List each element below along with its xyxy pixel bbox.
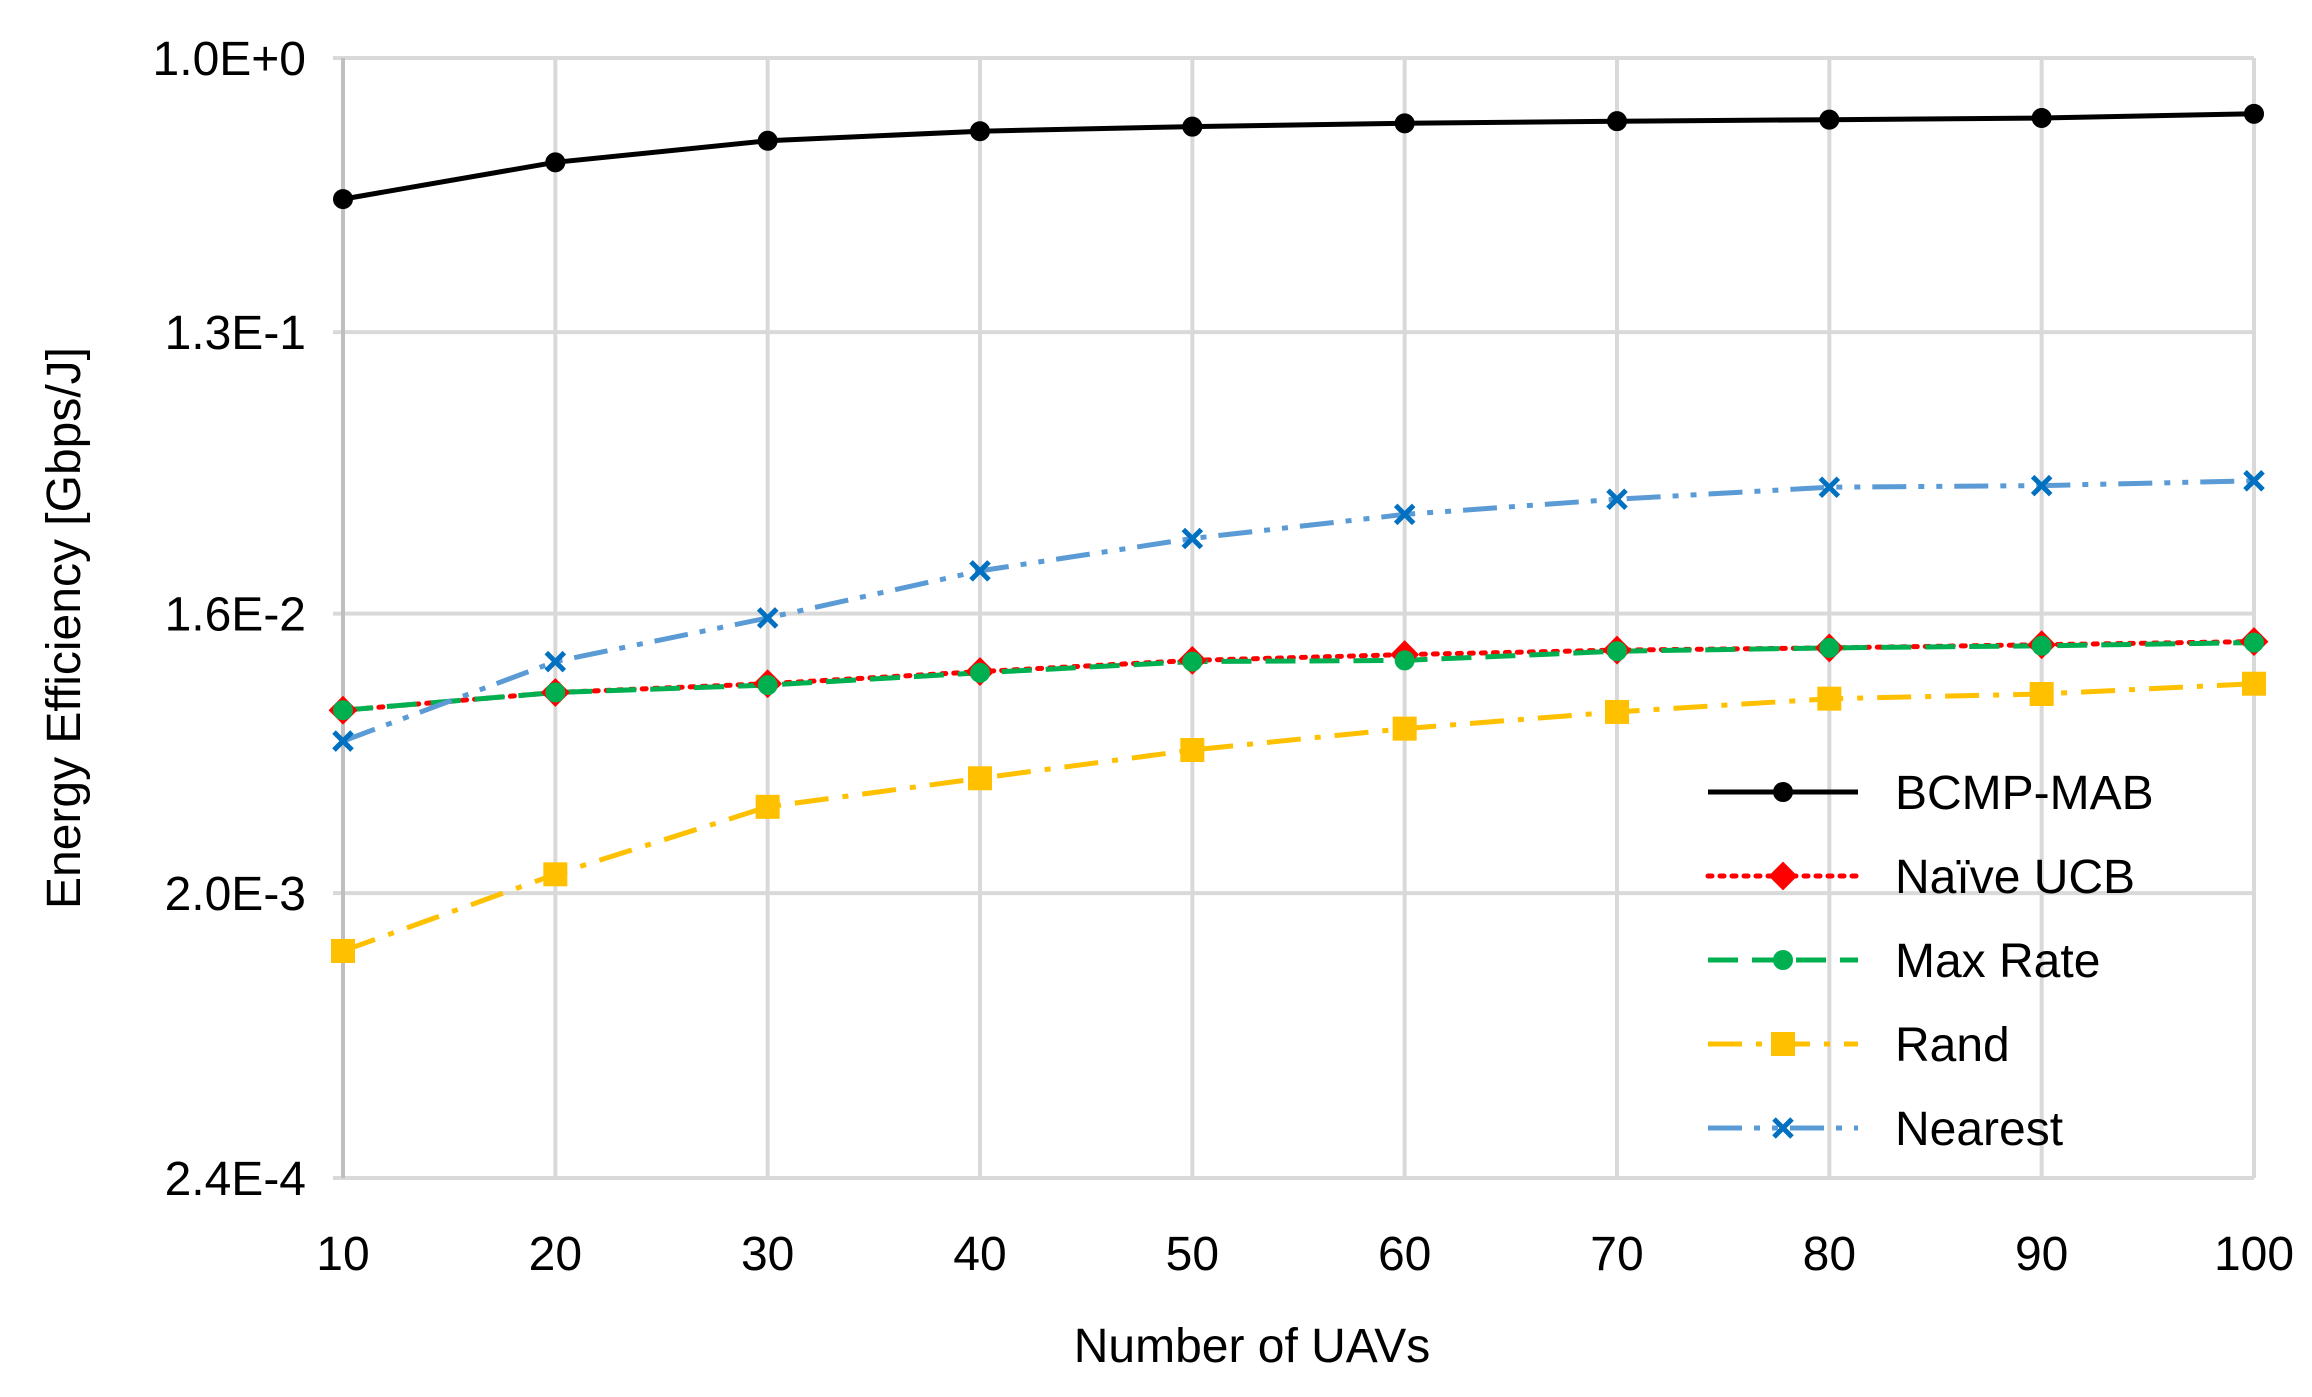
legend-marker-max-rate [1773, 950, 1793, 970]
data-point-rand [2242, 671, 2266, 696]
legend: BCMP-MAB Naïve UCB Max Rate Rand Nearest [1705, 767, 2154, 1156]
data-point-rand [1605, 699, 1629, 724]
x-tick-label: 90 [2015, 1228, 2068, 1281]
data-point-nearest [1393, 503, 1416, 526]
legend-marker-na-ve-ucb [1768, 861, 1798, 891]
data-point-rand [543, 862, 568, 887]
x-tick-label: 60 [1378, 1228, 1431, 1281]
data-point-bcmp-mab [2244, 103, 2264, 124]
data-point-max-rate [1819, 637, 1840, 658]
data-point-nearest [1606, 488, 1628, 510]
x-tick-label: 80 [1803, 1228, 1856, 1281]
vertical-gridlines [341, 58, 2256, 1178]
y-tick-label: 2.4E-4 [165, 1153, 306, 1206]
data-point-nearest [332, 730, 354, 752]
series-line-max-rate [342, 640, 2255, 713]
data-point-max-rate [757, 675, 778, 696]
y-axis-label: Energy Efficiency [Gbps/J] [38, 347, 91, 909]
data-point-rand [1817, 686, 1842, 711]
data-point-nearest [2030, 474, 2053, 497]
data-point-max-rate [545, 682, 566, 703]
data-point-bcmp-mab [1182, 116, 1203, 137]
data-point-bcmp-mab [2031, 107, 2052, 128]
data-point-max-rate [333, 700, 353, 721]
x-tick-label: 40 [953, 1228, 1006, 1281]
y-tick-labels: 1.0E+0 1.3E-1 1.6E-2 2.0E-3 2.4E-4 [153, 33, 306, 1206]
data-point-max-rate [1394, 650, 1415, 671]
axes [333, 56, 345, 1180]
data-point-bcmp-mab [1394, 113, 1415, 134]
data-point-max-rate [2244, 632, 2264, 653]
data-point-max-rate [1607, 641, 1627, 662]
data-point-bcmp-mab [1819, 109, 1840, 130]
x-tick-label: 30 [741, 1228, 794, 1281]
y-tick-label: 1.0E+0 [153, 33, 306, 86]
x-tick-labels: 10 20 30 40 50 60 70 80 90 100 [316, 1228, 2294, 1281]
data-point-nearest [544, 650, 567, 673]
legend-label-na-ve-ucb: Naïve UCB [1895, 851, 2135, 904]
legend-label-bcmp-mab: BCMP-MAB [1895, 767, 2154, 820]
legend-marker-bcmp-mab [1773, 782, 1793, 802]
x-tick-label: 70 [1590, 1228, 1643, 1281]
data-point-nearest [2243, 470, 2265, 492]
data-point-bcmp-mab [757, 130, 778, 151]
series-line-bcmp-mab [342, 111, 2255, 202]
legend-marker-rand [1771, 1032, 1795, 1056]
data-point-bcmp-mab [545, 152, 566, 173]
y-tick-label: 2.0E-3 [165, 868, 306, 921]
y-tick-label: 1.3E-1 [165, 307, 306, 360]
horizontal-gridlines [343, 56, 2254, 1180]
legend-marker-nearest [1772, 1117, 1794, 1139]
data-point-rand [968, 766, 992, 791]
data-point-nearest [756, 607, 779, 629]
legend-label-nearest: Nearest [1895, 1103, 2063, 1156]
data-point-nearest [1818, 476, 1841, 498]
data-point-rand [2029, 681, 2054, 706]
data-point-rand [331, 938, 355, 963]
data-point-max-rate [970, 662, 990, 683]
series-line-nearest [342, 478, 2255, 744]
data-point-rand [1392, 716, 1417, 741]
data-point-max-rate [2031, 635, 2052, 656]
series-markers [328, 103, 2269, 963]
data-point-nearest [969, 560, 991, 582]
data-point-nearest [1181, 527, 1204, 550]
data-point-bcmp-mab [1607, 111, 1627, 132]
x-tick-label: 50 [1166, 1228, 1219, 1281]
x-axis-label: Number of UAVs [1074, 1320, 1431, 1373]
data-point-bcmp-mab [970, 121, 990, 142]
x-tick-label: 10 [316, 1228, 369, 1281]
legend-label-rand: Rand [1895, 1019, 2010, 1072]
x-tick-label: 100 [2214, 1228, 2294, 1281]
data-point-bcmp-mab [333, 189, 353, 210]
series-line-rand [342, 681, 2255, 954]
data-point-rand [1180, 738, 1205, 763]
data-point-max-rate [1182, 651, 1203, 672]
series-lines [340, 111, 2257, 954]
x-tick-label: 20 [529, 1228, 582, 1281]
series-line-na-ve-ucb [340, 639, 2257, 713]
data-point-rand [755, 794, 780, 819]
y-tick-label: 1.6E-2 [165, 589, 306, 642]
legend-label-max-rate: Max Rate [1895, 935, 2100, 988]
